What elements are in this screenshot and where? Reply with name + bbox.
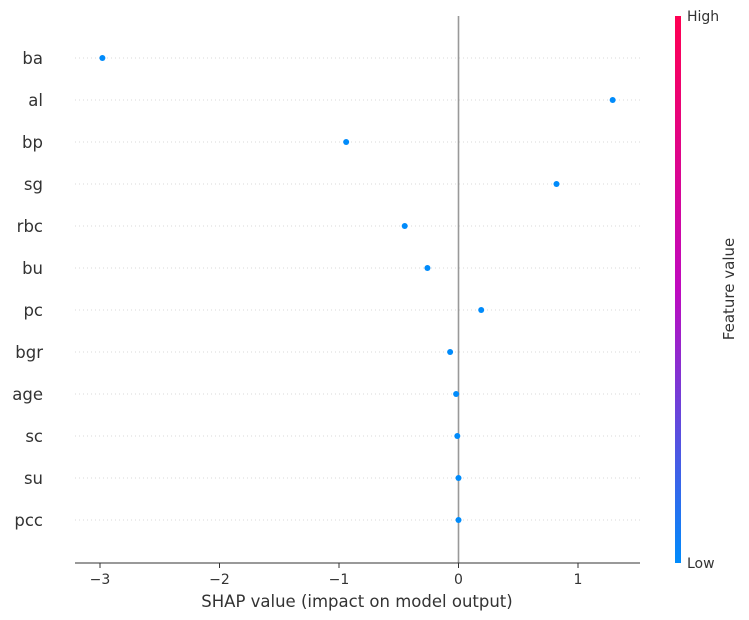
point-rbc: [401, 223, 408, 229]
feature-label-sc: sc: [25, 427, 43, 446]
gridlines: [75, 57, 640, 521]
feature-label-age: age: [12, 385, 43, 404]
x-tick-label: −1: [329, 572, 350, 588]
colorbar-high-label: High: [687, 9, 719, 25]
point-age: [453, 391, 460, 397]
feature-label-bu: bu: [22, 259, 43, 278]
x-tick-label: −3: [90, 572, 111, 588]
feature-label-al: al: [28, 91, 43, 110]
feature-label-bgr: bgr: [15, 343, 43, 362]
point-bp: [343, 139, 350, 145]
point-ba: [99, 55, 106, 61]
feature-label-ba: ba: [22, 49, 43, 68]
point-sg: [553, 181, 560, 187]
point-al: [609, 97, 616, 103]
feature-label-su: su: [24, 469, 43, 488]
feature-label-pc: pc: [23, 301, 43, 320]
colorbar-gradient: [675, 16, 681, 563]
point-pcc: [455, 517, 462, 523]
point-bgr: [447, 349, 454, 355]
data-points: [99, 55, 616, 523]
point-su: [455, 475, 462, 481]
point-pc: [478, 307, 485, 313]
x-tick-label: −2: [209, 572, 230, 588]
feature-labels: ba al bp sg rbc bu pc bgr age sc su pcc: [12, 49, 43, 530]
point-bu: [424, 265, 431, 271]
colorbar: High Low Feature value: [675, 9, 738, 572]
feature-label-pcc: pcc: [14, 511, 43, 530]
feature-label-bp: bp: [22, 133, 43, 152]
point-sc: [454, 433, 461, 439]
x-axis: −3 −2 −1 0 1: [75, 562, 640, 588]
colorbar-title: Feature value: [720, 238, 738, 340]
x-ticks: −3 −2 −1 0 1: [90, 563, 583, 588]
x-tick-label: 1: [574, 572, 583, 588]
feature-label-sg: sg: [24, 175, 43, 194]
colorbar-low-label: Low: [687, 556, 715, 572]
x-tick-label: 0: [454, 572, 463, 588]
x-axis-label: SHAP value (impact on model output): [201, 592, 512, 611]
feature-label-rbc: rbc: [17, 217, 43, 236]
